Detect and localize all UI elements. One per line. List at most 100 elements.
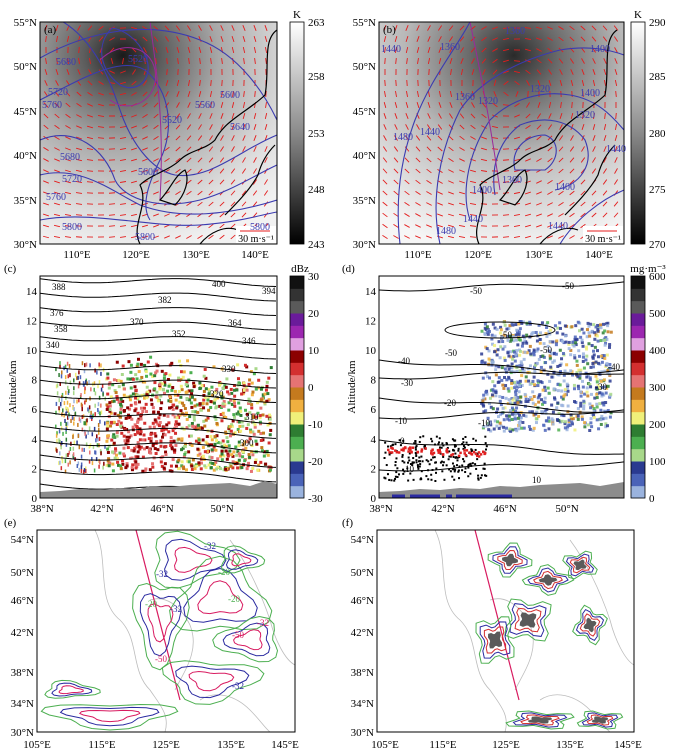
iwc-cell bbox=[601, 417, 605, 421]
contour-label: 1320 bbox=[575, 110, 595, 121]
wind-barb bbox=[469, 236, 477, 238]
y-tick-label: 2 bbox=[371, 463, 377, 475]
wind-barb bbox=[394, 46, 398, 54]
reflectivity-cell bbox=[81, 407, 83, 412]
wind-barb bbox=[188, 57, 190, 65]
iwc-cell bbox=[523, 350, 527, 354]
reflectivity-cell bbox=[114, 447, 118, 451]
wind-barb bbox=[131, 125, 137, 129]
theta-contour bbox=[40, 350, 277, 360]
reflectivity-cell bbox=[129, 434, 133, 438]
y-tick-label: 12 bbox=[26, 315, 37, 327]
iwc-cell bbox=[583, 425, 587, 429]
reflectivity-cell bbox=[162, 426, 166, 430]
contour-label: 0 bbox=[400, 436, 405, 446]
iwc-cell bbox=[533, 383, 537, 387]
iwc-cell bbox=[488, 402, 492, 406]
iwc-cell bbox=[589, 421, 593, 425]
iwc-cell bbox=[579, 368, 583, 372]
contour-label: 1360 bbox=[505, 26, 525, 37]
reflectivity-cell bbox=[222, 468, 226, 472]
wind-barb bbox=[87, 103, 93, 107]
theta-contour bbox=[40, 336, 277, 345]
reflectivity-cell bbox=[246, 423, 250, 427]
reflectivity-cell bbox=[70, 441, 72, 446]
reflectivity-cell bbox=[177, 467, 181, 471]
iwc-cell bbox=[500, 411, 504, 415]
iwc-cell bbox=[586, 321, 590, 325]
y-axis-label: Altitude/km bbox=[7, 360, 19, 414]
iwc-cell bbox=[577, 349, 581, 353]
contour-label: 1440 bbox=[548, 221, 568, 232]
lidar-point bbox=[412, 457, 415, 460]
wind-barb bbox=[87, 80, 93, 86]
iwc-cell bbox=[483, 326, 487, 330]
reflectivity-cell bbox=[119, 404, 123, 408]
iwc-cell bbox=[520, 366, 524, 370]
wind-barb bbox=[524, 27, 532, 29]
reflectivity-cell bbox=[112, 399, 116, 403]
reflectivity-cell bbox=[158, 382, 162, 386]
wind-barb bbox=[426, 146, 432, 152]
iwc-cell bbox=[596, 339, 600, 343]
reflectivity-cell bbox=[237, 452, 241, 456]
reflectivity-cell bbox=[108, 381, 112, 385]
iwc-cell bbox=[509, 350, 513, 354]
lat-tick-label: 45°N bbox=[14, 106, 37, 118]
wind-barb bbox=[198, 113, 202, 119]
wind-barb bbox=[404, 224, 410, 228]
wind-barb bbox=[438, 90, 442, 98]
reflectivity-cell bbox=[56, 438, 58, 443]
reflectivity-cell bbox=[156, 422, 160, 426]
iwc-cell bbox=[590, 425, 594, 429]
reflectivity-cell bbox=[97, 408, 99, 413]
wind-barb bbox=[97, 137, 105, 139]
wind-barb bbox=[382, 146, 388, 152]
reflectivity-cell bbox=[153, 418, 157, 422]
wind-barb bbox=[426, 224, 432, 228]
reflectivity-cell bbox=[107, 444, 111, 448]
lidar-point bbox=[411, 461, 414, 464]
lidar-point bbox=[427, 469, 430, 472]
reflectivity-cell bbox=[223, 384, 227, 388]
reflectivity-cell bbox=[159, 439, 163, 443]
wind-barb bbox=[426, 202, 432, 206]
iwc-cell bbox=[480, 361, 484, 365]
wind-barb bbox=[591, 190, 597, 196]
reflectivity-cell bbox=[180, 464, 184, 468]
colorbar: K 263 258 253 248 243 bbox=[289, 9, 325, 251]
wind-barb bbox=[614, 69, 618, 75]
lidar-point bbox=[432, 451, 436, 455]
wind-barb bbox=[524, 235, 532, 239]
wind-barb bbox=[130, 224, 138, 228]
iwc-cell bbox=[593, 345, 597, 349]
reflectivity-cell bbox=[55, 433, 58, 438]
iwc-cell bbox=[518, 384, 522, 388]
reflectivity-cell bbox=[253, 425, 257, 429]
reflectivity-cell bbox=[226, 451, 230, 455]
iwc-cell bbox=[520, 384, 524, 388]
wind-barb bbox=[458, 224, 466, 228]
cloud-top-contour bbox=[225, 549, 259, 570]
reflectivity-cell bbox=[192, 418, 196, 422]
iwc-cell bbox=[544, 323, 548, 327]
lidar-point bbox=[415, 461, 418, 464]
reflectivity-cell bbox=[232, 413, 236, 417]
wind-barb bbox=[254, 57, 256, 65]
reflectivity-cell bbox=[261, 431, 265, 435]
iwc-cell bbox=[514, 409, 518, 413]
reflectivity-cell bbox=[129, 370, 133, 374]
iwc-cell bbox=[502, 333, 506, 337]
reflectivity-cell bbox=[190, 395, 194, 399]
colorbar-tick: 0 bbox=[649, 493, 655, 505]
iwc-cell bbox=[599, 354, 603, 358]
wind-barb bbox=[242, 157, 246, 163]
reflectivity-cell bbox=[194, 410, 198, 414]
wind-barb bbox=[253, 35, 257, 43]
wind-barb bbox=[54, 102, 60, 108]
reflectivity-cell bbox=[212, 468, 216, 472]
lidar-point bbox=[476, 458, 479, 461]
wind-barb bbox=[471, 102, 475, 108]
reflectivity-cell bbox=[199, 467, 203, 471]
reflectivity-cell bbox=[129, 386, 133, 390]
